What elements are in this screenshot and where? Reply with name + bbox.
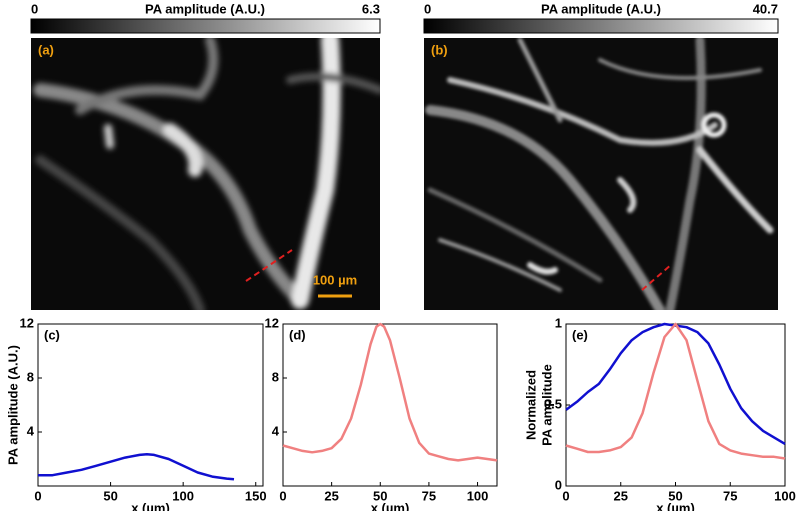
x-axis-label: x (µm) bbox=[656, 500, 695, 511]
colorbar-title: PA amplitude (A.U.) bbox=[145, 1, 265, 16]
colorbar bbox=[30, 18, 381, 34]
y-axis-label: PA amplitude (A.U.) bbox=[5, 345, 20, 465]
colorbar-max: 6.3 bbox=[362, 1, 380, 16]
panel-label: (c) bbox=[44, 327, 60, 342]
y-tick-label: 1 bbox=[555, 315, 562, 330]
x-tick-label: 25 bbox=[614, 488, 628, 503]
x-tick-label: 50 bbox=[103, 488, 117, 503]
y-tick-label: 0 bbox=[555, 477, 562, 492]
scale-bar-label: 100 µm bbox=[313, 272, 357, 287]
data-line bbox=[565, 322, 786, 445]
x-tick-label: 75 bbox=[723, 488, 737, 503]
plot-frame bbox=[282, 323, 498, 487]
x-tick-label: 100 bbox=[774, 488, 796, 503]
vessels-b bbox=[425, 38, 774, 310]
x-tick-label: 50 bbox=[373, 488, 387, 503]
x-tick-label: 0 bbox=[562, 488, 569, 503]
y-tick-label: 4 bbox=[272, 423, 280, 438]
colorbar-title: PA amplitude (A.U.) bbox=[541, 1, 661, 16]
x-tick-label: 25 bbox=[324, 488, 338, 503]
x-axis-label: x (µm) bbox=[371, 500, 410, 511]
plot-frame bbox=[37, 323, 264, 487]
plot-frame bbox=[565, 323, 786, 487]
colorbar-max: 40.7 bbox=[753, 1, 778, 16]
colorbar bbox=[423, 18, 779, 34]
y-axis-label: Normalized bbox=[523, 370, 538, 440]
x-tick-label: 100 bbox=[467, 488, 489, 503]
data-line bbox=[565, 322, 786, 460]
y-tick-label: 0.5 bbox=[544, 396, 562, 411]
panel-label: (d) bbox=[289, 327, 306, 342]
data-line bbox=[38, 453, 235, 481]
y-tick-label: 8 bbox=[27, 369, 34, 384]
vessels-a bbox=[33, 38, 380, 310]
x-tick-label: 0 bbox=[279, 488, 286, 503]
x-tick-label: 50 bbox=[668, 488, 682, 503]
panel-label: (b) bbox=[431, 42, 448, 57]
x-tick-label: 150 bbox=[245, 488, 267, 503]
y-tick-label: 12 bbox=[20, 315, 34, 330]
x-axis-label: x (µm) bbox=[131, 500, 170, 511]
x-tick-label: 75 bbox=[422, 488, 436, 503]
y-tick-label: 8 bbox=[272, 369, 279, 384]
y-axis-label: PA amplitude bbox=[539, 364, 554, 446]
y-tick-label: 12 bbox=[265, 315, 279, 330]
x-tick-label: 100 bbox=[172, 488, 194, 503]
panel-label: (a) bbox=[38, 42, 54, 57]
colorbar-min: 0 bbox=[424, 1, 431, 16]
data-line bbox=[282, 322, 498, 462]
colorbar-min: 0 bbox=[31, 1, 38, 16]
panel-label: (e) bbox=[572, 327, 588, 342]
y-tick-label: 4 bbox=[27, 423, 35, 438]
image-b bbox=[424, 38, 778, 310]
x-tick-label: 0 bbox=[34, 488, 41, 503]
profile-line bbox=[641, 263, 673, 291]
